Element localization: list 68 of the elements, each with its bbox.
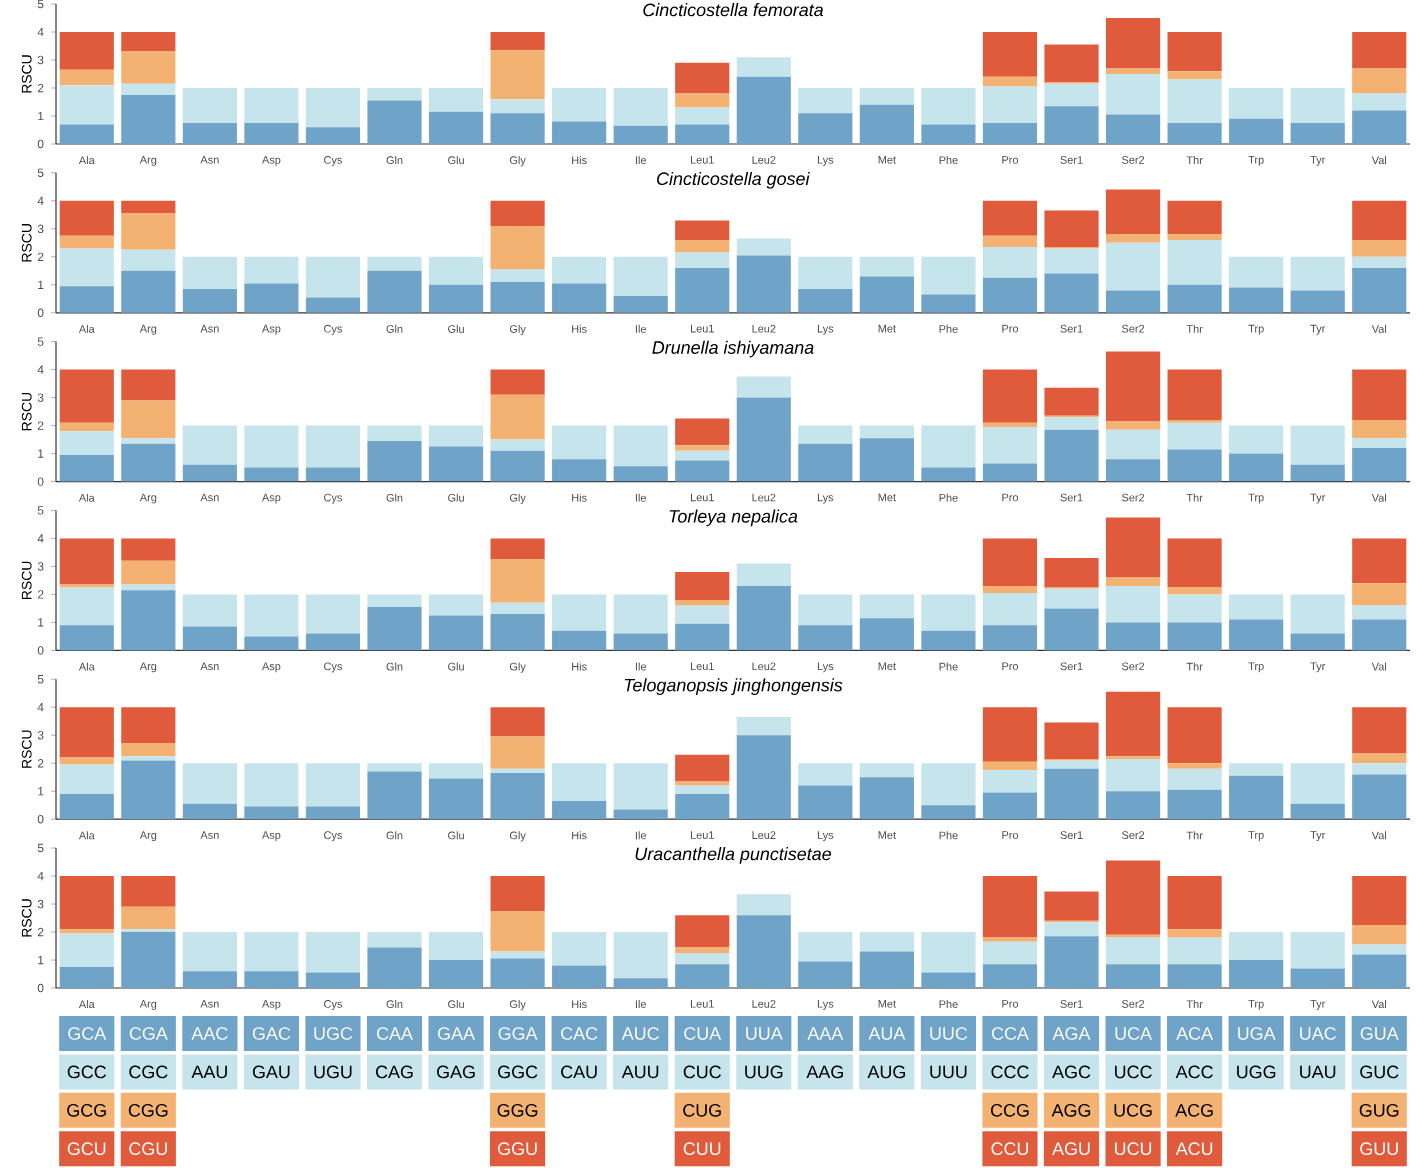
text: UGU xyxy=(314,1065,352,1079)
text: GGC xyxy=(498,1065,538,1079)
text: GAU xyxy=(252,1065,290,1079)
text: ACG xyxy=(1175,1103,1213,1117)
text: UUA xyxy=(746,1027,783,1040)
chart-title: Uracanthella punctisetae xyxy=(635,847,831,864)
text: GUC xyxy=(1360,1065,1399,1079)
text: CCC xyxy=(991,1065,1029,1079)
text: AAC xyxy=(191,1027,228,1040)
text: GCG xyxy=(67,1103,106,1117)
text: GCU xyxy=(67,1142,106,1156)
text: AUU xyxy=(621,1065,659,1079)
text: AAG xyxy=(806,1065,843,1079)
text: GUU xyxy=(1360,1142,1398,1156)
text: AUG xyxy=(867,1065,905,1079)
text: CUG xyxy=(683,1103,721,1117)
chart-title: Cincticostella femorata xyxy=(643,3,824,17)
text: UCA xyxy=(1115,1027,1152,1040)
text: GGU xyxy=(498,1142,537,1156)
text: UUC xyxy=(930,1027,968,1040)
text: GCA xyxy=(68,1027,107,1040)
text: AAA xyxy=(807,1027,844,1040)
text: CGA xyxy=(129,1027,168,1040)
text: AGG xyxy=(1051,1103,1091,1117)
chart-title: Torleya nepalica xyxy=(669,509,798,527)
text: ACU xyxy=(1175,1142,1213,1156)
text: CUC xyxy=(683,1065,721,1079)
chart-title: Drunella ishiyamana xyxy=(652,340,814,358)
text: CGC xyxy=(129,1065,168,1079)
text: CCU xyxy=(991,1142,1028,1156)
text: CGG xyxy=(128,1103,168,1117)
text: UCG xyxy=(1114,1103,1152,1117)
text: UGA xyxy=(1238,1027,1276,1040)
text: GAG xyxy=(437,1065,475,1079)
text: UCU xyxy=(1115,1142,1152,1156)
text: UCC xyxy=(1115,1065,1152,1079)
text: CAA xyxy=(376,1027,413,1040)
chart-title: Cincticostella gosei xyxy=(657,171,810,189)
text: CCA xyxy=(991,1027,1029,1040)
text: GAC xyxy=(252,1027,291,1040)
text: UUU xyxy=(930,1065,967,1079)
text: GGA xyxy=(498,1027,538,1040)
text: UAC xyxy=(1300,1027,1336,1040)
text: CUA xyxy=(684,1027,722,1040)
text: UGC xyxy=(314,1027,353,1040)
text: CAC xyxy=(561,1027,598,1040)
text: AAU xyxy=(191,1065,227,1079)
text: ACC xyxy=(1175,1065,1213,1079)
text: CCG xyxy=(990,1103,1029,1117)
text: CGU xyxy=(129,1142,167,1156)
text: GAA xyxy=(438,1027,475,1040)
text: CAG xyxy=(375,1065,413,1079)
text: AUC xyxy=(621,1027,659,1040)
text: ACA xyxy=(1176,1027,1214,1040)
text: GCC xyxy=(67,1065,107,1079)
text: CAU xyxy=(561,1065,597,1079)
text: UGG xyxy=(1237,1065,1276,1079)
chart-title: Teloganopsis jinghongensis xyxy=(624,678,843,696)
text: AGU xyxy=(1052,1142,1090,1156)
text: AGA xyxy=(1052,1027,1091,1040)
text: AUA xyxy=(868,1027,906,1040)
text: GGG xyxy=(497,1103,538,1117)
text: GUA xyxy=(1360,1027,1399,1040)
text: CUU xyxy=(683,1142,721,1156)
text: GUG xyxy=(1359,1103,1399,1117)
text: AGC xyxy=(1052,1065,1091,1079)
text: UUG xyxy=(745,1065,783,1079)
text: UAU xyxy=(1300,1065,1336,1079)
